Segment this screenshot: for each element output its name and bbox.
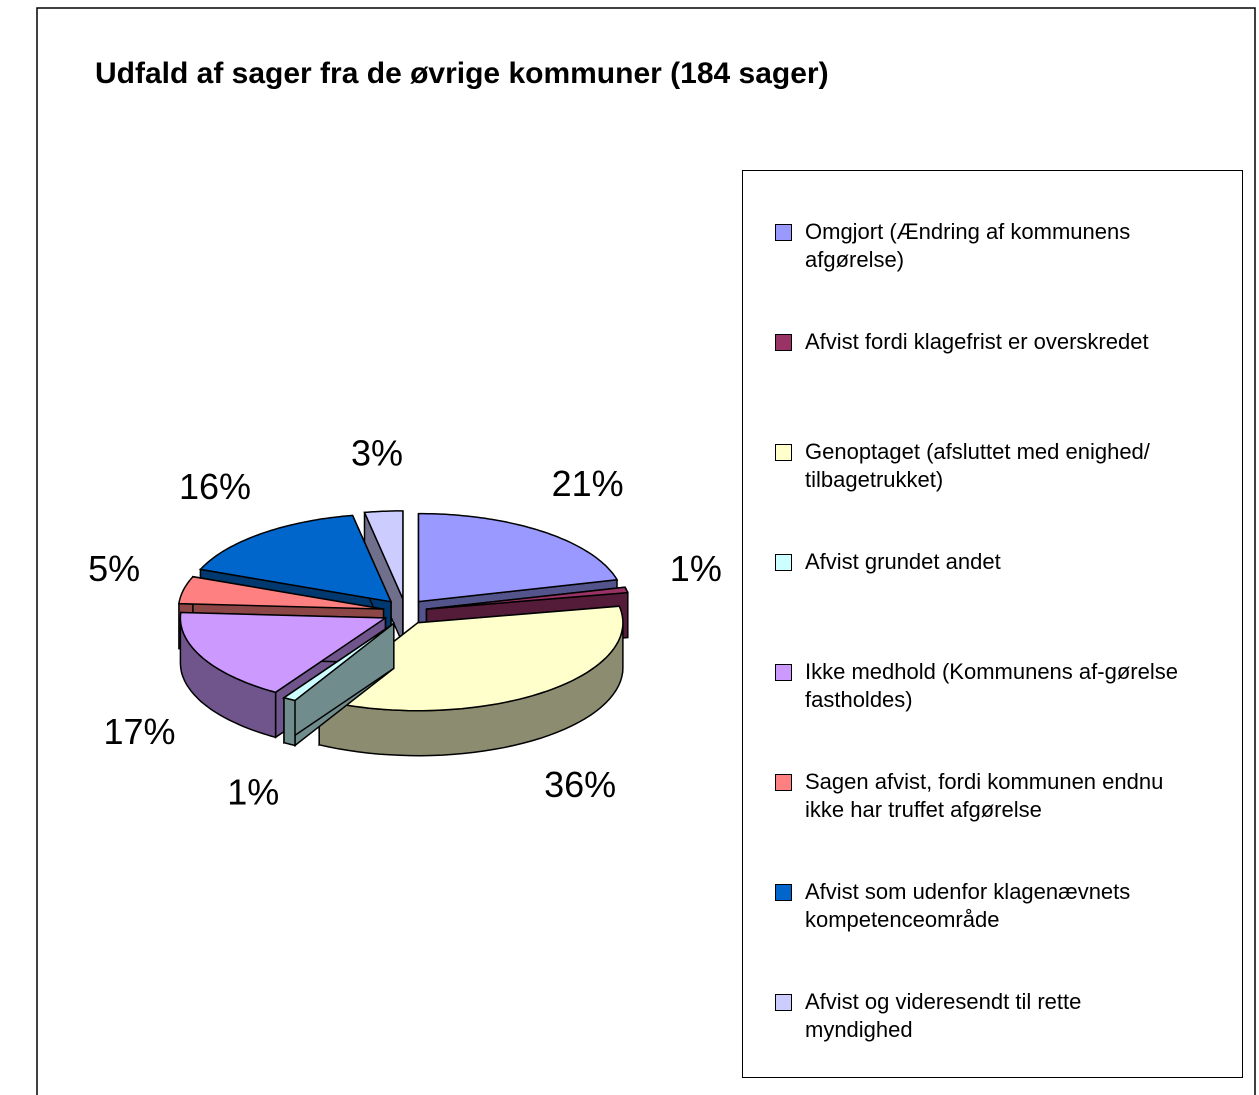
chart-border [36, 7, 1256, 1095]
legend-swatch [775, 224, 792, 241]
slice-top [363, 510, 404, 600]
legend-label: Omgjort (Ændring af kommunens afgørelse) [805, 219, 1131, 272]
data-label: 3% [351, 432, 403, 473]
legend-item: Ikke medhold (Kommunens af-gørelse fasth… [775, 658, 1195, 714]
legend-swatch [775, 664, 792, 681]
data-label: 1% [227, 772, 279, 813]
slice-top [317, 605, 624, 712]
legend-label: Genoptaget (afsluttet med enighed/ tilba… [805, 439, 1150, 492]
legend-item: Afvist grundet andet [775, 548, 1195, 576]
slice-top [198, 514, 393, 603]
legend-swatch [775, 884, 792, 901]
slice-top [179, 611, 388, 694]
legend-item: Afvist fordi klagefrist er overskredet [775, 328, 1195, 356]
legend-swatch [775, 994, 792, 1011]
slice-top [281, 622, 395, 702]
data-label: 36% [544, 764, 616, 805]
legend-swatch [775, 774, 792, 791]
data-label: 5% [88, 548, 140, 589]
legend-item: Genoptaget (afsluttet med enighed/ tilba… [775, 438, 1195, 494]
data-label: 1% [670, 548, 722, 589]
legend-item: Afvist og videresendt til rette myndighe… [775, 988, 1195, 1044]
legend-item: Sagen afvist, fordi kommunen endnu ikke … [775, 768, 1195, 824]
legend-label: Sagen afvist, fordi kommunen endnu ikke … [805, 769, 1164, 822]
data-label: 17% [103, 711, 175, 752]
data-label: 21% [552, 463, 624, 504]
slice-top [417, 512, 619, 603]
legend-item: Afvist som udenfor klagenævnets kompeten… [775, 878, 1195, 934]
legend-label: Afvist og videresendt til rette myndighe… [805, 989, 1082, 1042]
legend-label: Ikke medhold (Kommunens af-gørelse fasth… [805, 659, 1178, 712]
legend: Omgjort (Ændring af kommunens afgørelse)… [742, 170, 1243, 1078]
legend-swatch [775, 334, 792, 351]
chart-title: Udfald af sager fra de øvrige kommuner (… [95, 57, 829, 90]
legend-label: Afvist fordi klagefrist er overskredet [805, 329, 1149, 354]
legend-label: Afvist grundet andet [805, 549, 1001, 574]
legend-swatch [775, 444, 792, 461]
slice-top [426, 586, 629, 610]
slice [281, 621, 395, 748]
legend-swatch [775, 554, 792, 571]
slice-wall [283, 696, 296, 747]
legend-label: Afvist som udenfor klagenævnets kompeten… [805, 879, 1131, 932]
legend-item: Omgjort (Ændring af kommunens afgørelse) [775, 218, 1195, 274]
data-label: 16% [179, 466, 251, 507]
slice-top [177, 575, 384, 610]
